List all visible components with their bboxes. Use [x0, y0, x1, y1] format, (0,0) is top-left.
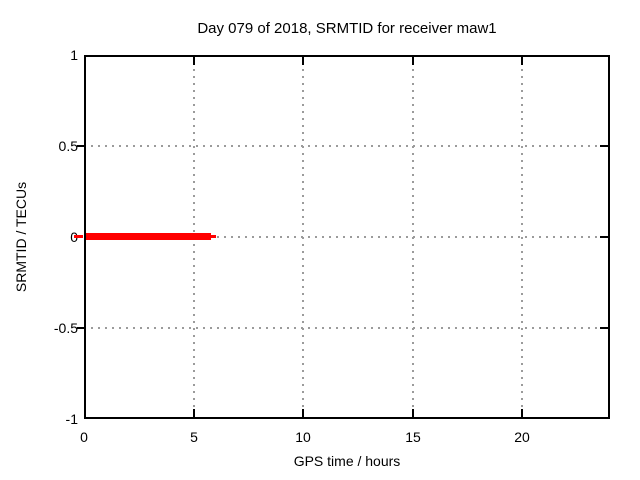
series-srmtid-line	[84, 233, 211, 240]
y-tick-label-neg1: -1	[65, 411, 78, 427]
y-tick-label-1: 1	[70, 47, 78, 63]
tick-left-0-red	[74, 235, 83, 238]
gridline-x-15	[412, 55, 414, 419]
tick-right-neg0.5	[600, 327, 608, 329]
x-axis-label: GPS time / hours	[293, 453, 401, 469]
x-tick-label-20: 20	[514, 429, 530, 445]
tick-left-neg0.5	[77, 327, 84, 329]
x-tick-label-5: 5	[190, 429, 198, 445]
y-axis-label: SRMTID / TECUs	[13, 181, 29, 293]
tick-left-0.5	[77, 145, 84, 147]
y-tick-label-0: 0	[0, 229, 78, 245]
x-tick-label-10: 10	[295, 429, 311, 445]
tick-top-10	[302, 57, 304, 65]
tick-top-5	[193, 57, 195, 65]
gridline-y-0	[84, 236, 610, 238]
tick-top-15	[412, 57, 414, 65]
tick-bottom-20	[521, 409, 523, 417]
plot-border	[84, 55, 610, 419]
chart-title: Day 079 of 2018, SRMTID for receiver maw…	[197, 20, 497, 37]
y-tick-label-neg0.5: -0.5	[53, 320, 78, 336]
plot-area	[74, 55, 610, 419]
tick-right-0	[600, 236, 608, 238]
tick-bottom-10	[302, 409, 304, 417]
gridline-y-0.5	[84, 145, 610, 147]
gridline-x-10	[302, 55, 304, 419]
y-tick-label-0.5: 0.5	[58, 138, 78, 154]
x-tick-label-0: 0	[80, 429, 88, 445]
tick-right-0.5	[600, 145, 608, 147]
gridline-x-20	[521, 55, 523, 419]
gridline-y-neg0.5	[84, 327, 610, 329]
x-tick-label-15: 15	[405, 429, 421, 445]
tick-top-20	[521, 57, 523, 65]
tick-bottom-5	[193, 409, 195, 417]
series-srmtid-line-tip	[211, 235, 216, 238]
tick-bottom-15	[412, 409, 414, 417]
